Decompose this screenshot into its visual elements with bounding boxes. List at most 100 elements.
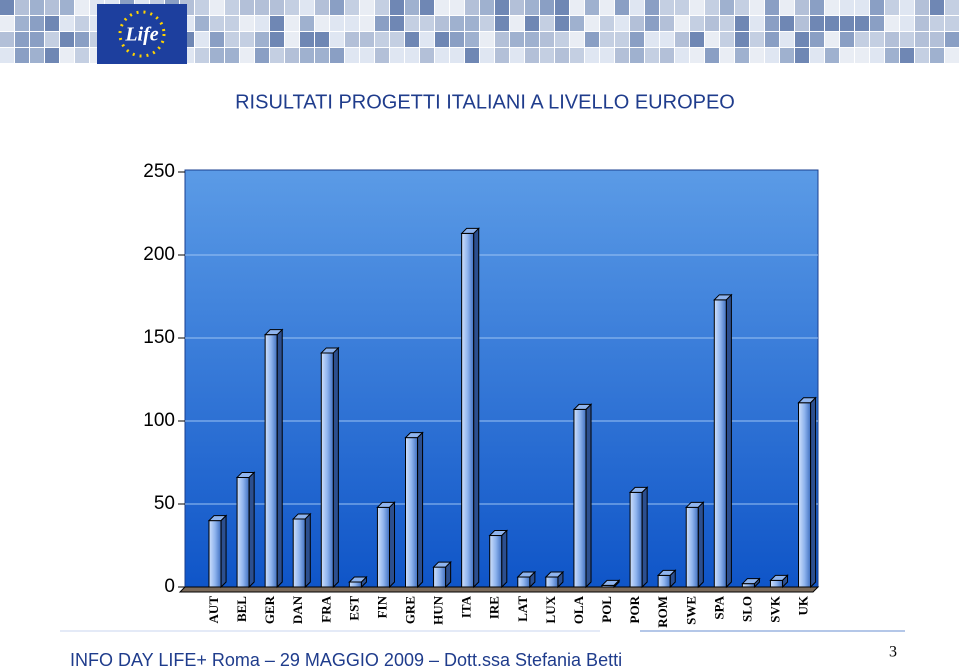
banner-tile — [525, 32, 539, 47]
banner-tile — [375, 32, 389, 47]
banner-tile — [525, 16, 539, 31]
bar-front — [461, 232, 475, 588]
bar — [713, 293, 733, 589]
x-tick-label: HUN — [431, 595, 446, 625]
bar-front — [376, 506, 391, 588]
bar — [320, 346, 340, 589]
banner-tile — [840, 0, 854, 15]
banner-tile — [825, 16, 839, 31]
banner-tile — [885, 48, 899, 63]
banner-tile — [495, 0, 509, 15]
banner-tile — [900, 32, 914, 47]
banner-tile — [690, 16, 704, 31]
bar-front — [433, 566, 447, 588]
banner-tile — [735, 16, 749, 31]
banner-tile — [285, 32, 299, 47]
banner-tile — [195, 48, 209, 63]
banner-tile — [930, 32, 944, 47]
x-tick-label: POL — [599, 596, 614, 623]
banner-tile — [195, 16, 209, 31]
x-tick-label: SPA — [711, 595, 726, 619]
banner-tile — [705, 32, 719, 47]
bar-front — [629, 491, 643, 588]
bar-front — [798, 402, 812, 588]
bar-side — [753, 577, 760, 589]
y-tick-label: 50 — [154, 493, 175, 514]
bar — [292, 512, 312, 589]
banner-tile — [420, 32, 434, 47]
banner-tile — [870, 32, 884, 47]
banner-tile — [285, 16, 299, 31]
banner-tile — [930, 48, 944, 63]
logo-text: Life — [124, 24, 158, 46]
banner-tile — [510, 32, 524, 47]
banner-tile — [750, 0, 764, 15]
banner-tile — [225, 48, 239, 63]
banner-tile — [690, 0, 704, 15]
banner-tile — [330, 0, 344, 15]
banner-tile — [15, 32, 29, 47]
y-tick-label: 200 — [143, 244, 175, 265]
banner-tile — [510, 48, 524, 63]
banner-tile — [855, 16, 869, 31]
banner-tile — [270, 32, 284, 47]
banner-tile — [435, 0, 449, 15]
banner-tile — [465, 48, 479, 63]
banner-tile — [75, 0, 89, 15]
x-tick-label: SWE — [683, 596, 698, 625]
banner-tile — [810, 0, 824, 15]
banner-tile — [630, 16, 644, 31]
banner-tile — [735, 48, 749, 63]
banner-tile — [285, 0, 299, 15]
x-tick-label: BEL — [234, 596, 249, 622]
page-number: 3 — [889, 644, 897, 661]
banner-tile — [480, 16, 494, 31]
banner-tile — [45, 0, 59, 15]
banner-tile — [360, 16, 374, 31]
floor — [178, 586, 820, 593]
bar — [376, 501, 396, 589]
x-tick-label: IRE — [487, 596, 502, 619]
banner-tile — [780, 0, 794, 15]
banner-tile — [480, 0, 494, 15]
banner-tile — [15, 0, 29, 15]
banner-tile — [630, 0, 644, 15]
banner-tile — [690, 48, 704, 63]
banner-tile — [240, 0, 254, 15]
banner-tile — [810, 48, 824, 63]
banner-tile — [795, 0, 809, 15]
banner-tile — [600, 16, 614, 31]
bar-front — [405, 437, 419, 588]
banner-tile — [420, 16, 434, 31]
bar-front — [713, 299, 727, 588]
banner-tile — [600, 48, 614, 63]
banner-tile — [420, 48, 434, 63]
x-tick-label: GRE — [403, 596, 418, 624]
banner-tile — [45, 32, 59, 47]
banner-tile — [315, 16, 329, 31]
y-tick-label: 0 — [164, 576, 175, 597]
banner-tile — [795, 32, 809, 47]
banner-tile — [840, 16, 854, 31]
banner-tile — [675, 16, 689, 31]
banner-tile — [405, 32, 419, 47]
banner-tile — [405, 48, 419, 63]
banner-tile — [60, 16, 74, 31]
banner-tile — [555, 0, 569, 15]
bar — [516, 570, 537, 589]
banner-tile — [360, 48, 374, 63]
banner-tile — [720, 16, 734, 31]
x-tick-label: FRA — [318, 595, 333, 622]
banner-tile — [0, 16, 14, 31]
bar-front — [292, 518, 306, 588]
bar-side — [417, 431, 424, 589]
banner-tile — [660, 48, 674, 63]
banner-tile — [570, 0, 584, 15]
banner-tile — [675, 0, 689, 15]
banner-tile — [765, 16, 779, 31]
banner-tile — [525, 0, 539, 15]
bar — [263, 328, 284, 589]
plot-area — [184, 169, 819, 588]
banner-tile — [495, 16, 509, 31]
banner-tile — [330, 16, 344, 31]
